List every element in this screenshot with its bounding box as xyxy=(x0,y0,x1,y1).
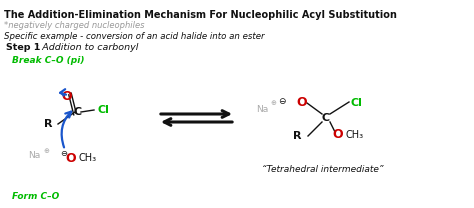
Text: CH₃: CH₃ xyxy=(346,130,364,140)
Text: Na: Na xyxy=(256,105,268,114)
Text: *negatively charged nucleophiles: *negatively charged nucleophiles xyxy=(4,21,145,30)
Text: C: C xyxy=(74,107,82,117)
Text: Cl: Cl xyxy=(351,98,363,108)
Text: Cl: Cl xyxy=(98,105,110,115)
Text: Na: Na xyxy=(28,151,40,160)
Text: Form C–O: Form C–O xyxy=(12,192,59,201)
Text: O: O xyxy=(297,97,307,109)
Text: : Addition to carbonyl: : Addition to carbonyl xyxy=(36,43,138,52)
Text: C: C xyxy=(322,113,330,123)
Text: “Tetrahedral intermediate”: “Tetrahedral intermediate” xyxy=(262,165,383,174)
Text: O: O xyxy=(66,151,76,165)
Text: ⊖: ⊖ xyxy=(61,150,67,158)
Text: Break C–O (pi): Break C–O (pi) xyxy=(12,56,84,65)
Text: ⊕: ⊕ xyxy=(270,100,276,106)
Text: ⊕: ⊕ xyxy=(43,148,49,154)
Text: Step 1: Step 1 xyxy=(6,43,40,52)
Text: R: R xyxy=(293,131,302,141)
Text: Specific example - conversion of an acid halide into an ester: Specific example - conversion of an acid… xyxy=(4,32,264,41)
Text: The Addition-Elimination Mechanism For Nucleophilic Acyl Substitution: The Addition-Elimination Mechanism For N… xyxy=(4,10,397,20)
Text: O: O xyxy=(62,89,73,103)
Text: CH₃: CH₃ xyxy=(79,153,97,163)
Text: O: O xyxy=(333,129,343,141)
Text: R: R xyxy=(45,119,53,129)
Text: ⊖: ⊖ xyxy=(278,98,286,106)
